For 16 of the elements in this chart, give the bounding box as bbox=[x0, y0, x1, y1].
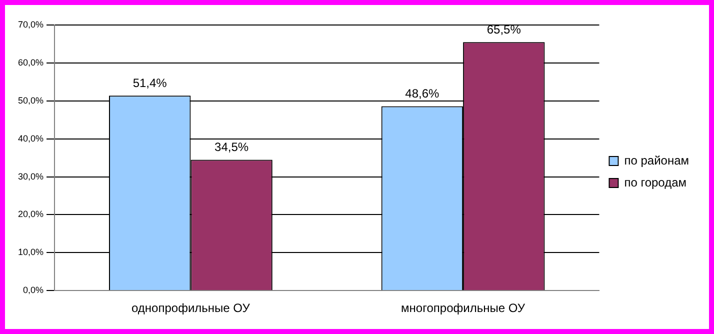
legend-label: по районам bbox=[624, 153, 689, 168]
y-tick-label: 30,0% bbox=[18, 171, 44, 182]
y-tick-label: 50,0% bbox=[18, 95, 44, 106]
y-tick-label: 10,0% bbox=[18, 247, 44, 258]
data-label: 34,5% bbox=[214, 140, 249, 154]
x-tick-label: однопрофильные ОУ bbox=[132, 301, 250, 316]
data-label: 48,6% bbox=[405, 86, 440, 101]
y-tick-label: 40,0% bbox=[18, 133, 44, 144]
legend-label: по городам bbox=[624, 175, 687, 190]
y-tick-label: 20,0% bbox=[18, 209, 44, 220]
data-label: 51,4% bbox=[132, 76, 168, 90]
y-tick-label: 70,0% bbox=[18, 19, 44, 30]
y-tick-label: 60,0% bbox=[18, 57, 44, 68]
x-tick-label: многопрофильные ОУ bbox=[401, 301, 526, 316]
y-tick-label: 0,0% bbox=[23, 285, 44, 296]
data-label: 65,5% bbox=[486, 22, 522, 36]
